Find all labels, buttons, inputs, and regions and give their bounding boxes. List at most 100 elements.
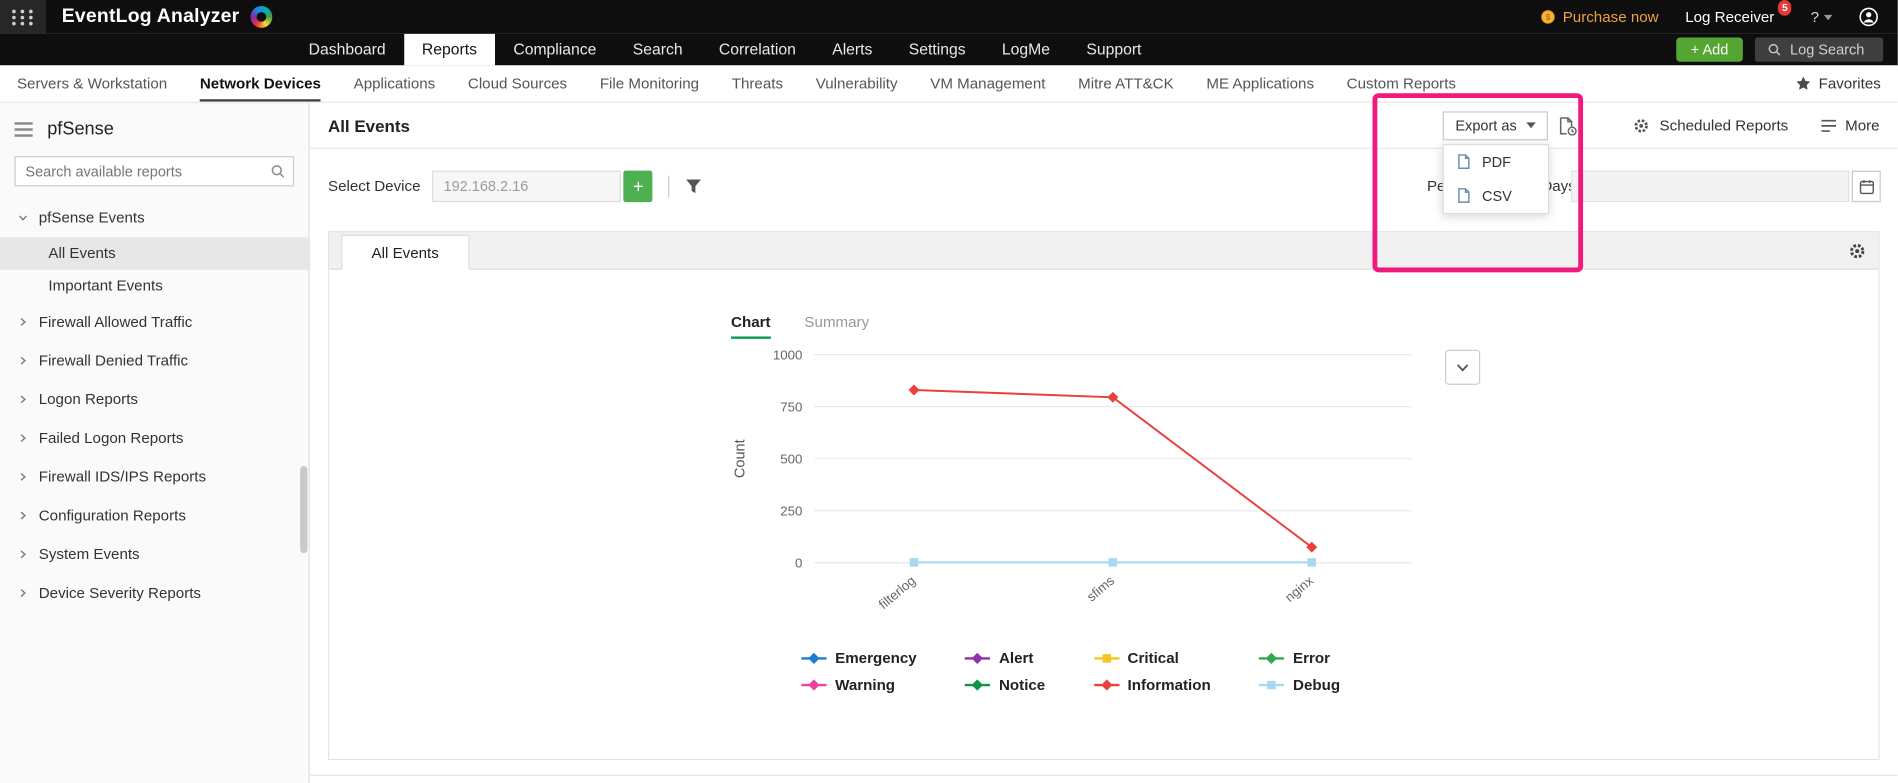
chart-legend: Emergency Alert Critical Error Warning Notice… <box>801 650 1340 694</box>
tree-item-firewall-ids-ips-reports[interactable]: Firewall IDS/IPS Reports <box>0 457 309 496</box>
settings-gear-icon[interactable] <box>1848 242 1866 260</box>
export-schedule-icon[interactable] <box>1558 116 1578 135</box>
nav-item-alerts[interactable]: Alerts <box>832 39 873 59</box>
tree-item-logon-reports[interactable]: Logon Reports <box>0 380 309 419</box>
main-content: All Events Export as PDF CSV Sch <box>309 102 1898 783</box>
export-menu-item-csv[interactable]: CSV <box>1444 179 1548 213</box>
device-input-group: + <box>432 170 653 203</box>
subnav-item-cloud-sources[interactable]: Cloud Sources <box>467 75 568 92</box>
brand: EventLog Analyzer <box>61 6 273 28</box>
legend-label: Alert <box>998 649 1034 667</box>
tree-item-label: Logon Reports <box>38 390 138 408</box>
tree-item-important-events[interactable]: Important Events <box>48 277 163 295</box>
topbar-right: $ Purchase now Log Receiver 5 ? <box>1541 0 1898 27</box>
favorites-label: Favorites <box>1818 75 1881 92</box>
subnav-item-network-devices[interactable]: Network Devices <box>200 65 321 101</box>
waffle-dots <box>11 9 34 25</box>
more-icon <box>1820 118 1837 133</box>
subnav-item-vulnerability[interactable]: Vulnerability <box>815 75 898 92</box>
chart-region: Chart Summary 0 250 500 750 1000 Count filterlo… <box>329 269 1879 759</box>
export-menu-label: PDF <box>1481 153 1512 171</box>
notification-badge: 5 <box>1778 0 1792 16</box>
line-chart: 0 250 500 750 1000 Count filterlog sfims nginx <box>732 347 1412 612</box>
nav-item-correlation[interactable]: Correlation <box>718 39 796 59</box>
sidebar-search <box>14 156 295 187</box>
content-header: All Events Export as PDF CSV Sch <box>309 103 1898 214</box>
add-button[interactable]: + Add <box>1676 37 1743 62</box>
report-search-input[interactable] <box>14 156 295 187</box>
svg-text:250: 250 <box>780 504 802 519</box>
nav-item-support[interactable]: Support <box>1086 39 1142 59</box>
app-body: pfSense pfSense Events All Events Importan… <box>0 102 1898 783</box>
sub-nav: Servers & Workstation Network Devices Appl… <box>0 65 1898 103</box>
log-search-button[interactable]: Log Search <box>1754 37 1884 62</box>
tab-all-events[interactable]: All Events <box>341 234 470 270</box>
tree-item-firewall-denied-traffic[interactable]: Firewall Denied Traffic <box>0 341 309 380</box>
export-menu-item-pdf[interactable]: PDF <box>1444 145 1548 179</box>
scheduled-reports-button[interactable]: Scheduled Reports <box>1633 117 1788 134</box>
sidebar-scrollbar[interactable] <box>300 465 308 554</box>
subnav-item-vm-management[interactable]: VM Management <box>930 75 1046 92</box>
legend-item-information: Information <box>1093 677 1211 694</box>
svg-text:750: 750 <box>780 400 802 415</box>
device-input[interactable] <box>432 170 622 203</box>
tree-item-configuration-reports[interactable]: Configuration Reports <box>0 496 309 535</box>
subnav-item-mitre-att-ck[interactable]: Mitre ATT&CK <box>1078 75 1174 92</box>
more-button[interactable]: More <box>1820 117 1880 134</box>
tree-item-pfsense-events[interactable]: pfSense Events <box>0 198 309 237</box>
nav-item-logme[interactable]: LogMe <box>1001 39 1051 59</box>
filter-row: Select Device + Period Last 30 Days <box>310 149 1898 224</box>
subnav-item-applications[interactable]: Applications <box>353 75 436 92</box>
subnav-item-servers-workstation[interactable]: Servers & Workstation <box>16 75 168 92</box>
tree-item-label: Configuration Reports <box>38 507 186 525</box>
nav-item-compliance[interactable]: Compliance <box>513 39 597 59</box>
tree-item-system-events[interactable]: System Events <box>0 535 309 574</box>
filter-icon[interactable] <box>686 178 703 195</box>
tree-item-firewall-allowed-traffic[interactable]: Firewall Allowed Traffic <box>0 303 309 342</box>
log-receiver-link[interactable]: Log Receiver 5 <box>1685 0 1792 25</box>
main-nav: Dashboard Reports Compliance Search Correlat… <box>0 33 1898 66</box>
add-device-button[interactable]: + <box>623 170 653 203</box>
search-icon <box>270 163 286 179</box>
svg-text:Count: Count <box>732 439 748 478</box>
collapse-chart-button[interactable] <box>1445 349 1481 385</box>
product-name: EventLog Analyzer <box>61 6 240 27</box>
subnav-item-custom-reports[interactable]: Custom Reports <box>1346 75 1456 92</box>
subnav-item-file-monitoring[interactable]: File Monitoring <box>599 75 700 92</box>
nav-item-search[interactable]: Search <box>632 39 683 59</box>
legend-marker-icon <box>1093 652 1120 664</box>
legend-item-critical: Critical <box>1093 650 1211 667</box>
favorites-button[interactable]: Favorites <box>1794 75 1881 92</box>
export-as-button[interactable]: Export as <box>1443 110 1549 140</box>
subnav-item-threats[interactable]: Threats <box>731 75 784 92</box>
chevron-right-icon <box>17 471 29 483</box>
user-avatar[interactable] <box>1859 7 1878 27</box>
subnav-item-me-applications[interactable]: ME Applications <box>1206 75 1315 92</box>
tree-item-failed-logon-reports[interactable]: Failed Logon Reports <box>0 419 309 458</box>
svg-text:sfims: sfims <box>1084 573 1118 605</box>
menu-icon[interactable] <box>14 121 33 137</box>
help-menu[interactable]: ? <box>1811 8 1833 25</box>
gear-clock-icon <box>1633 117 1650 134</box>
search-icon <box>1767 42 1782 57</box>
calendar-button[interactable] <box>1851 170 1881 203</box>
apps-grid-icon[interactable] <box>0 0 46 34</box>
tree-item-device-severity-reports[interactable]: Device Severity Reports <box>0 574 309 613</box>
chart-tab-chart[interactable]: Chart <box>731 313 771 339</box>
chart-tab-summary[interactable]: Summary <box>804 313 870 331</box>
purchase-now-link[interactable]: $ Purchase now <box>1541 8 1659 25</box>
tree-item-label: Firewall Allowed Traffic <box>38 313 193 331</box>
period-field[interactable] <box>1570 170 1850 203</box>
section-divider <box>309 774 1898 783</box>
purchase-now-label: Purchase now <box>1562 8 1659 26</box>
select-device-label: Select Device <box>327 177 421 195</box>
tree-item-label: System Events <box>38 545 140 563</box>
tree-item-all-events[interactable]: All Events <box>0 237 309 270</box>
nav-item-reports[interactable]: Reports <box>403 33 496 66</box>
legend-label: Debug <box>1293 676 1341 694</box>
chevron-right-icon <box>17 432 29 444</box>
log-search-label: Log Search <box>1790 41 1865 59</box>
svg-text:0: 0 <box>795 556 802 571</box>
nav-item-dashboard[interactable]: Dashboard <box>308 39 386 59</box>
nav-item-settings[interactable]: Settings <box>908 39 966 59</box>
